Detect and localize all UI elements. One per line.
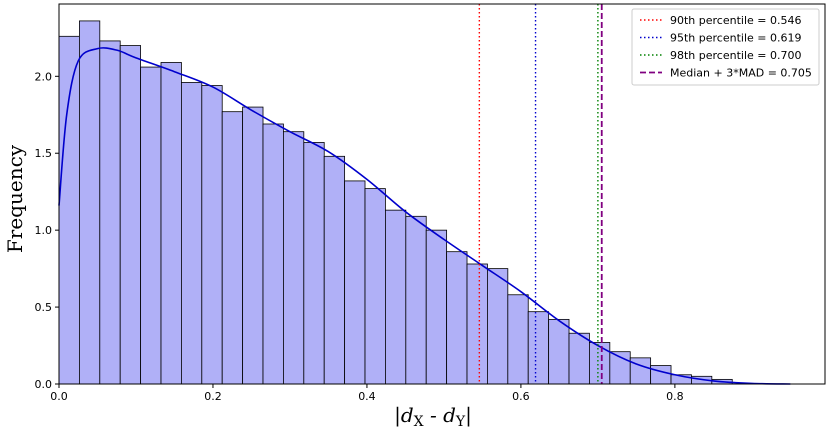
histogram-bar	[425, 229, 448, 385]
x-tick-label: 0.0	[50, 390, 68, 403]
x-tick-label: 0.2	[204, 390, 222, 403]
legend: 90th percentile = 0.546 95th percentile =…	[631, 8, 820, 86]
histogram-bar	[119, 45, 142, 385]
histogram-bar	[262, 123, 284, 385]
histogram-bar	[99, 40, 121, 385]
y-axis-ticks: 0.0 0.5 1.0 1.5 2.0	[35, 70, 59, 391]
y-tick-label: 1.5	[35, 147, 53, 160]
y-axis-label: Frequency	[3, 144, 27, 253]
legend-label: 98th percentile = 0.700	[670, 49, 802, 62]
legend-box	[631, 8, 820, 86]
histogram-bar	[487, 268, 509, 385]
histogram-bar	[466, 263, 488, 385]
histogram-bar	[79, 20, 101, 385]
histogram-bar	[405, 215, 427, 385]
y-tick-label: 0.0	[35, 378, 53, 391]
kde-curve-layer	[58, 47, 791, 385]
histogram-bars	[58, 20, 733, 385]
x-tick-label: 0.8	[666, 390, 684, 403]
histogram-bar	[548, 318, 570, 385]
histogram-bar	[507, 294, 529, 385]
legend-label: 95th percentile = 0.619	[670, 32, 802, 45]
x-axis-label-mid: - d	[424, 403, 456, 427]
legend-label: 90th percentile = 0.546	[670, 14, 802, 27]
histogram-bar	[201, 85, 223, 385]
y-tick-label: 0.5	[35, 301, 53, 314]
threshold-lines	[478, 4, 603, 384]
kde-curve	[58, 47, 791, 385]
histogram-bar	[181, 82, 203, 385]
histogram-bar	[323, 155, 346, 385]
histogram-bar	[385, 209, 407, 385]
histogram-bar	[242, 106, 264, 385]
histogram-bar	[364, 188, 386, 385]
x-tick-label: 0.6	[512, 390, 530, 403]
histogram-bar	[589, 342, 611, 385]
histogram-bar	[446, 251, 468, 385]
histogram-bar	[650, 365, 672, 385]
legend-items: 90th percentile = 0.546 95th percentile =…	[640, 14, 812, 80]
plot-frame	[58, 3, 826, 385]
x-tick-label: 0.4	[358, 390, 376, 403]
histogram-bar	[568, 332, 590, 385]
histogram-bar	[303, 142, 325, 385]
histogram-bar	[160, 62, 182, 385]
legend-label: Median + 3*MAD = 0.705	[670, 67, 812, 80]
histogram-bar	[344, 180, 366, 385]
x-axis-label: |dX - dY|	[394, 403, 472, 430]
x-axis-label-tail: |	[465, 403, 472, 428]
y-tick-label: 1.0	[35, 224, 53, 237]
x-axis-label-sub-x: X	[414, 414, 424, 430]
histogram-bar	[58, 35, 80, 385]
histogram-bar	[283, 131, 305, 385]
histogram-bar	[140, 66, 162, 385]
histogram-bar	[629, 357, 652, 385]
x-axis-label-sub-y: Y	[455, 414, 466, 430]
histogram-bar	[527, 311, 550, 385]
histogram-bar	[221, 111, 244, 385]
x-axis-ticks: 0.0 0.2 0.4 0.6 0.8	[50, 384, 684, 403]
y-tick-label: 2.0	[35, 70, 53, 83]
x-axis-label-lead: |d	[394, 403, 414, 428]
